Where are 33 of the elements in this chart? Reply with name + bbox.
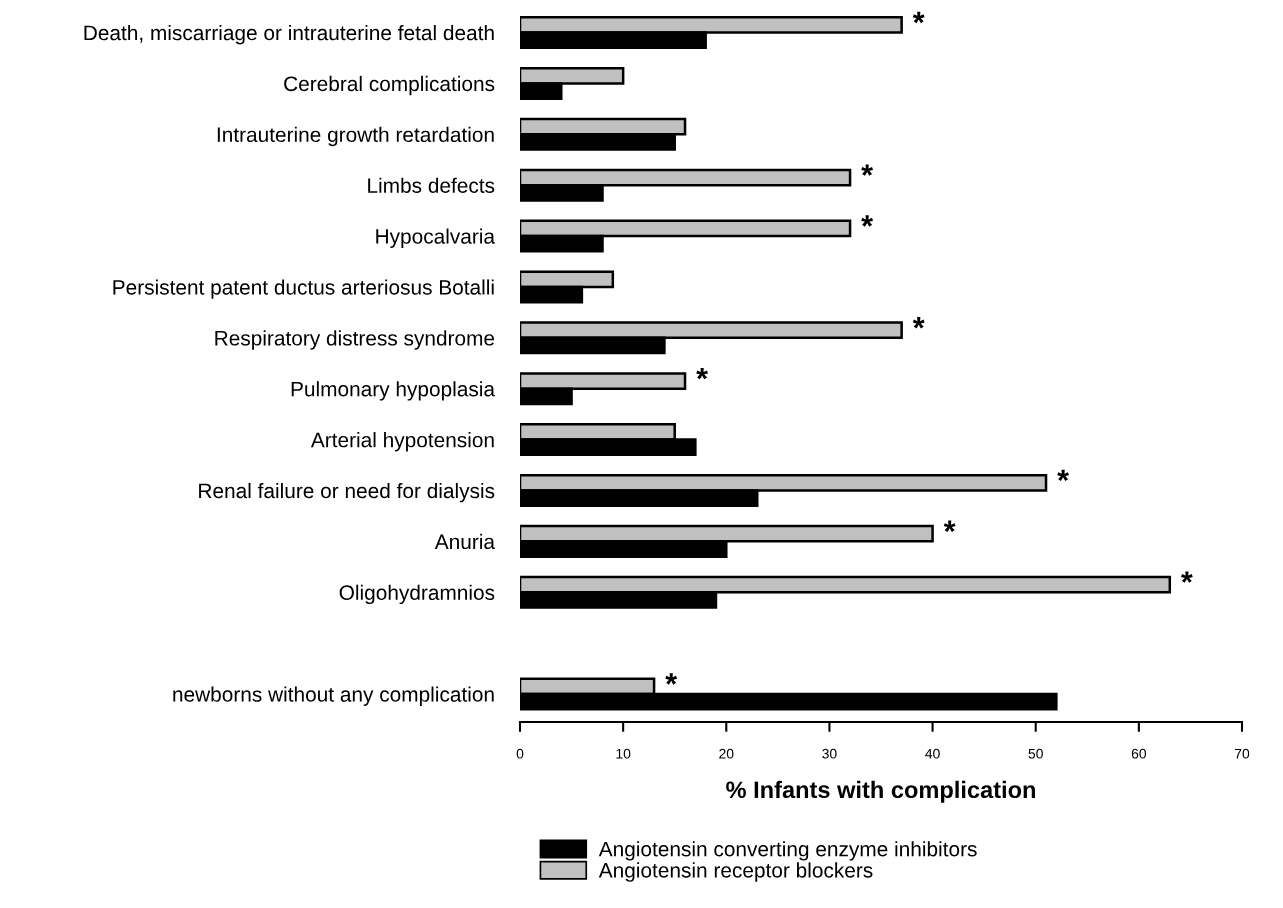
y-tick-label: Limbs defects <box>368 177 495 193</box>
legend-label: Angiotensin receptor blockers <box>598 862 873 882</box>
x-tick-label: 50 <box>1028 748 1043 759</box>
y-tick-label: Respiratory distress syndrome <box>215 330 495 350</box>
annotation: * <box>912 317 925 329</box>
annotation: * <box>912 11 925 24</box>
annotation: * <box>1181 571 1193 583</box>
annotation: * <box>861 164 874 176</box>
x-tick-label: 0 <box>516 748 524 759</box>
legend-label: Angiotensin converting enzyme inhibitors <box>598 841 977 861</box>
x-tick-label: 20 <box>719 748 734 759</box>
y-tick-label: Persistent patent ductus arteriosus Botalli <box>113 279 494 299</box>
y-tick-label: Pulmonary hypoplasia <box>291 381 496 401</box>
y-tick-label: Arterial hypotension <box>310 432 494 452</box>
x-tick-label: 70 <box>1234 748 1250 759</box>
x-tick-label: 40 <box>925 748 940 759</box>
annotation: * <box>861 215 874 227</box>
y-tick-label: Renal failure or need for dialysis <box>199 482 495 503</box>
y-tick-label: Oligohydramnios <box>339 584 495 605</box>
y-tick-label: newborns without any complication <box>173 686 494 706</box>
x-tick-label: 60 <box>1131 748 1147 759</box>
y-tick-label: Death, miscarriage or intrauterine fetal death <box>84 24 494 45</box>
x-tick-label: 30 <box>822 748 837 759</box>
annotation: * <box>696 367 708 380</box>
y-tick-label: Hypocalvaria <box>376 228 495 248</box>
y-tick-label: Intrauterine growth retardation <box>217 126 494 147</box>
x-tick-label: 10 <box>616 748 631 759</box>
annotation: * <box>943 520 956 532</box>
x-axis-title: % Infants with complication <box>726 780 1035 803</box>
y-tick-label: Cerebral complications <box>284 75 495 96</box>
annotation: * <box>1057 469 1069 482</box>
y-tick-label: Anuria <box>434 533 495 550</box>
annotation: * <box>665 673 678 685</box>
